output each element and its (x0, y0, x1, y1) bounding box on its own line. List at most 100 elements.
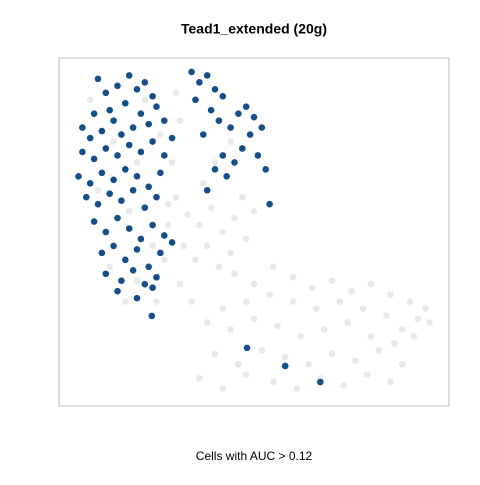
point (266, 200, 273, 208)
point (141, 204, 149, 211)
point (153, 273, 160, 281)
point (75, 173, 82, 180)
point (231, 214, 238, 222)
point (133, 173, 141, 180)
point (114, 287, 121, 295)
point (176, 280, 184, 288)
point (125, 207, 133, 215)
point (145, 120, 152, 128)
point (118, 131, 125, 138)
point (137, 148, 145, 156)
point (367, 333, 375, 340)
point (90, 155, 98, 163)
point (340, 381, 348, 389)
point (239, 145, 246, 152)
point (86, 179, 94, 187)
point (235, 110, 242, 117)
point (90, 110, 98, 117)
point (219, 92, 227, 100)
point (242, 103, 250, 111)
point (317, 378, 324, 386)
point (406, 298, 414, 305)
point (297, 333, 305, 340)
x-axis-label: Cells with AUC > 0.12 (196, 449, 313, 463)
point (227, 249, 234, 257)
point (239, 193, 246, 201)
point (141, 79, 149, 86)
point (235, 360, 242, 368)
point (102, 145, 110, 152)
point (215, 263, 223, 271)
point (348, 287, 355, 295)
point (188, 68, 195, 76)
point (398, 326, 406, 333)
point (203, 242, 211, 250)
point (94, 75, 102, 83)
point (79, 148, 86, 156)
point (250, 207, 258, 215)
point (262, 166, 270, 173)
point (114, 152, 121, 159)
point (94, 186, 102, 194)
point (180, 242, 188, 250)
point (129, 186, 137, 194)
point (149, 221, 156, 229)
point (242, 298, 250, 305)
point (231, 270, 238, 278)
point (227, 326, 234, 333)
point (387, 291, 394, 298)
point (289, 273, 297, 281)
point (110, 117, 117, 124)
point (86, 134, 94, 142)
point (90, 218, 98, 225)
point (153, 298, 160, 305)
point (110, 138, 117, 145)
point (196, 79, 203, 86)
point (122, 256, 129, 264)
point (137, 110, 145, 117)
point (149, 138, 156, 145)
point (149, 242, 156, 250)
point (141, 280, 149, 288)
point (293, 385, 301, 392)
point (188, 298, 195, 305)
point (375, 347, 383, 354)
point (98, 249, 106, 257)
point (133, 159, 141, 166)
point (125, 141, 133, 149)
point (133, 294, 141, 302)
point (387, 378, 394, 385)
point (106, 106, 113, 114)
point (102, 270, 110, 278)
point (148, 312, 156, 320)
point (211, 159, 219, 166)
point (168, 239, 176, 246)
point (118, 277, 125, 285)
point (211, 166, 219, 173)
point (145, 263, 152, 271)
point (106, 263, 113, 271)
point (200, 131, 207, 138)
point (98, 169, 106, 177)
point (129, 266, 137, 274)
point (231, 159, 238, 166)
point (118, 197, 125, 204)
point (258, 347, 266, 354)
point (168, 134, 176, 142)
point (243, 344, 251, 352)
point (176, 117, 184, 124)
point (168, 159, 176, 166)
point (281, 362, 289, 370)
point (270, 263, 277, 271)
point (211, 86, 219, 93)
point (383, 312, 390, 319)
point (192, 256, 199, 264)
point (102, 228, 110, 236)
point (336, 298, 344, 305)
point (219, 305, 227, 312)
point (215, 117, 223, 124)
point (227, 138, 234, 145)
point (219, 228, 227, 236)
point (114, 214, 121, 222)
point (227, 124, 234, 131)
